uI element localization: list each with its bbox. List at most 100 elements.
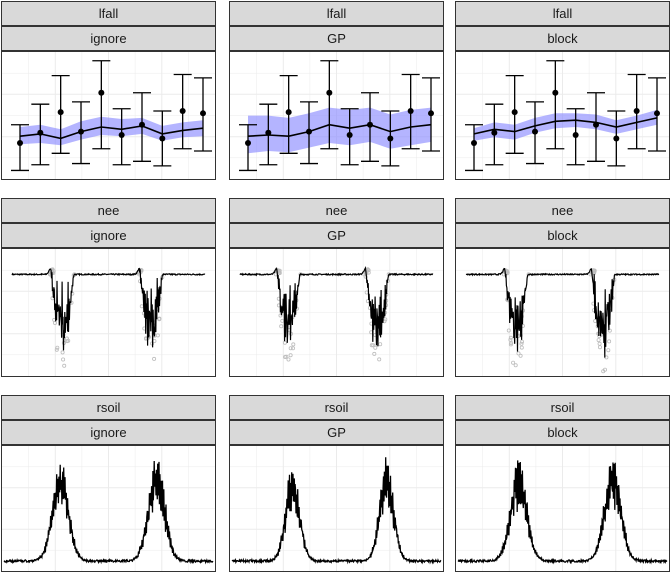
confidence-ribbon <box>248 107 431 154</box>
observation-point <box>291 342 296 347</box>
observation-point <box>62 363 67 368</box>
observation-point <box>179 108 186 115</box>
facet-strip-variable: rsoil <box>1 395 216 420</box>
fitted-line <box>11 267 206 351</box>
plot-svg <box>230 249 443 376</box>
observation-point <box>597 341 602 346</box>
plot-area <box>455 248 670 377</box>
observation-point <box>285 109 292 116</box>
observation-point <box>37 129 44 136</box>
gridlines <box>2 446 215 571</box>
gridlines <box>456 446 669 571</box>
observation-point <box>64 336 69 341</box>
observation-point <box>613 135 620 142</box>
observation-point <box>326 89 333 96</box>
observation-point <box>139 304 144 309</box>
plot-svg <box>2 52 215 179</box>
facet-panel-rsoil-gp: rsoil GP <box>229 395 444 572</box>
observation-point <box>593 121 599 128</box>
plot-svg <box>230 52 443 179</box>
facet-strip-method: block <box>455 26 670 51</box>
observation-point <box>152 356 157 361</box>
facet-strip-variable: rsoil <box>455 395 670 420</box>
facet-panel-lfall-block: lfall block <box>455 1 670 180</box>
facet-panel-lfall-gp: lfall GP <box>229 1 444 180</box>
plot-svg <box>2 446 215 571</box>
observation-point <box>654 110 660 117</box>
observation-point <box>511 360 516 365</box>
observation-point <box>377 357 382 362</box>
observation-point <box>597 345 602 350</box>
observation-point <box>346 132 353 139</box>
observation-point <box>159 135 166 142</box>
observation-point <box>139 121 145 128</box>
confidence-ribbon <box>474 109 657 141</box>
plot-area <box>229 445 444 572</box>
plot-svg <box>456 249 669 376</box>
observation-point <box>593 319 598 324</box>
observation-point <box>60 350 65 355</box>
observation-point <box>387 135 394 142</box>
observation-point <box>55 345 60 350</box>
observation-point <box>508 342 513 347</box>
fitted-line <box>239 266 434 347</box>
facet-strip-method: ignore <box>1 26 216 51</box>
observation-point <box>606 348 611 353</box>
observation-point <box>306 128 312 135</box>
observation-point <box>278 313 283 318</box>
observation-point <box>491 129 498 136</box>
observation-point <box>371 343 376 348</box>
observation-point <box>519 341 524 346</box>
facet-strip-method: block <box>455 420 670 445</box>
observation-point <box>17 140 23 147</box>
observation-point <box>200 110 206 117</box>
observation-point <box>506 328 511 333</box>
observation-point <box>532 128 538 135</box>
gridlines <box>456 249 669 376</box>
observation-point <box>607 339 612 344</box>
observation-point <box>245 140 251 147</box>
fitted-line <box>247 123 432 138</box>
plot-svg <box>2 249 215 376</box>
facet-strip-method: GP <box>229 420 444 445</box>
observation-point <box>366 270 371 275</box>
plot-area <box>1 248 216 377</box>
observation-point <box>372 351 377 356</box>
observation-point <box>367 121 373 128</box>
facet-panel-nee-block: nee block <box>455 198 670 377</box>
observation-point <box>53 321 58 326</box>
facet-panel-rsoil-block: rsoil block <box>455 395 670 572</box>
facet-strip-variable: nee <box>455 198 670 223</box>
facet-strip-variable: nee <box>1 198 216 223</box>
observation-point <box>286 357 291 362</box>
plot-area <box>455 445 670 572</box>
observation-point <box>520 339 525 344</box>
observation-point <box>633 108 640 115</box>
plot-area <box>1 51 216 180</box>
facet-panel-nee-ignore: nee ignore <box>1 198 216 377</box>
plot-area <box>1 445 216 572</box>
observation-point <box>601 369 606 374</box>
fitted-line <box>231 457 442 565</box>
observation-point <box>383 317 388 322</box>
observation-point <box>508 335 513 340</box>
observation-point <box>265 129 272 136</box>
observation-point <box>503 268 508 273</box>
observation-point <box>511 109 518 116</box>
facet-strip-variable: rsoil <box>229 395 444 420</box>
observation-point <box>373 345 378 350</box>
facet-strip-method: GP <box>229 26 444 51</box>
observation-point <box>552 89 559 96</box>
observation-point <box>516 351 521 356</box>
observation-point <box>283 355 288 360</box>
observation-point <box>118 132 125 139</box>
observation-point <box>288 353 293 358</box>
observation-point <box>57 109 64 116</box>
observation-point <box>291 346 296 351</box>
facet-panel-nee-gp: nee GP <box>229 198 444 377</box>
facet-strip-variable: nee <box>229 198 444 223</box>
fitted-line <box>19 125 204 140</box>
facet-strip-method: ignore <box>1 223 216 248</box>
observation-point <box>518 353 523 358</box>
plot-area <box>229 248 444 377</box>
